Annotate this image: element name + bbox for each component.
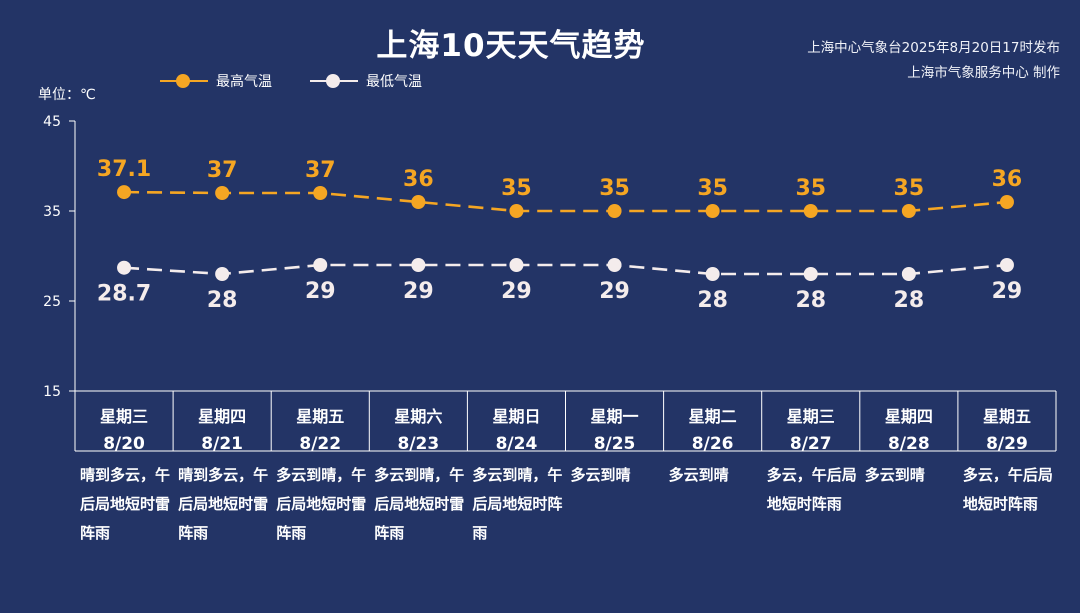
low-temperature-label: 28 <box>697 288 728 313</box>
low-temperature-label: 29 <box>403 279 434 304</box>
low-temperature-label: 29 <box>992 279 1023 304</box>
weekday-label: 星期三 <box>100 407 148 426</box>
high-temperature-point <box>803 204 818 218</box>
low-temperature-point <box>607 258 622 272</box>
high-temperature-point <box>313 186 328 200</box>
legend-item-high: 最高气温 <box>160 71 272 91</box>
low-temperature-point <box>509 258 524 272</box>
high-temperature-label: 35 <box>501 176 532 201</box>
high-temperature-point <box>411 195 426 209</box>
high-temperature-label: 37.1 <box>97 157 151 182</box>
high-temperature-line <box>124 190 1008 213</box>
low-temperature-label: 28.7 <box>97 282 151 307</box>
date-label: 8/26 <box>692 434 734 454</box>
legend-high-label: 最高气温 <box>216 74 272 90</box>
date-label: 8/23 <box>397 434 439 454</box>
high-temperature-label: 35 <box>599 176 630 201</box>
date-label: 8/28 <box>888 434 930 454</box>
date-label: 8/20 <box>103 434 145 454</box>
legend-low-label: 最低气温 <box>366 74 422 90</box>
low-temperature-point <box>313 258 328 272</box>
weather-description: 多云到晴，午后局地短时雷阵雨 <box>276 466 367 542</box>
low-temperature-label: 29 <box>599 279 630 304</box>
low-temperature-label: 29 <box>501 279 532 304</box>
high-temperature-point <box>999 195 1014 209</box>
low-temperature-label: 28 <box>894 288 925 313</box>
low-temperature-label: 29 <box>305 279 336 304</box>
low-temperature-label: 28 <box>207 288 238 313</box>
high-temperature-point <box>901 204 916 218</box>
date-label: 8/22 <box>299 434 341 454</box>
legend-high-marker-icon <box>160 71 208 91</box>
weekday-label: 星期五 <box>983 407 1031 426</box>
weather-description: 晴到多云，午后局地短时雷阵雨 <box>80 466 171 542</box>
y-tick-label: 35 <box>43 204 61 220</box>
legend-item-low: 最低气温 <box>310 71 422 91</box>
unit-label: 单位：℃ <box>38 87 96 103</box>
low-temperature-point <box>705 267 720 281</box>
weekday-label: 星期四 <box>198 407 246 426</box>
low-temperature-point <box>803 267 818 281</box>
low-temperature-point <box>215 267 230 281</box>
weather-description: 晴到多云，午后局地短时雷阵雨 <box>178 466 269 542</box>
page-title: 上海10天天气趋势 <box>376 28 646 64</box>
y-tick-label: 25 <box>43 294 61 310</box>
high-temperature-label: 36 <box>403 167 434 192</box>
date-label: 8/24 <box>496 434 538 454</box>
date-label: 8/27 <box>790 434 832 454</box>
y-tick-label: 45 <box>43 114 61 130</box>
weather-description: 多云，午后局地短时阵雨 <box>766 466 857 513</box>
weekday-label: 星期五 <box>296 407 344 426</box>
high-temperature-label: 35 <box>697 176 728 201</box>
low-temperature-point <box>901 267 916 281</box>
high-temperature-label: 35 <box>894 176 925 201</box>
producer-line: 上海市气象服务中心 制作 <box>907 65 1060 81</box>
low-temperature-label: 28 <box>795 288 826 313</box>
high-temperature-label: 35 <box>795 176 826 201</box>
weekday-label: 星期六 <box>394 407 442 426</box>
high-temperature-point <box>705 204 720 218</box>
weekday-label: 星期日 <box>492 407 540 426</box>
weather-description: 多云到晴，午后局地短时雷阵雨 <box>374 466 465 542</box>
weekday-label: 星期一 <box>591 407 639 426</box>
high-temperature-label: 37 <box>207 158 238 183</box>
weather-description: 多云到晴 <box>864 466 925 484</box>
high-temperature-label: 37 <box>305 158 336 183</box>
weekday-label: 星期三 <box>787 407 835 426</box>
low-temperature-point <box>411 258 426 272</box>
high-temperature-point <box>215 186 230 200</box>
date-label: 8/21 <box>201 434 243 454</box>
legend-low-marker-icon <box>310 71 358 91</box>
low-temperature-line <box>123 263 1008 276</box>
weekday-label: 星期四 <box>885 407 933 426</box>
weather-description: 多云，午后局地短时阵雨 <box>962 466 1053 513</box>
high-temperature-point <box>117 185 132 200</box>
weather-description: 多云到晴 <box>570 466 631 484</box>
high-temperature-point <box>509 204 524 218</box>
high-temperature-point <box>607 204 622 218</box>
high-temperature-label: 36 <box>992 167 1023 192</box>
low-temperature-point <box>117 260 132 275</box>
weekday-label: 星期二 <box>689 407 737 426</box>
publisher-line: 上海中心气象台2025年8月20日17时发布 <box>807 40 1060 56</box>
low-temperature-point <box>999 258 1014 272</box>
date-label: 8/25 <box>594 434 636 454</box>
y-tick-label: 15 <box>43 384 61 400</box>
weather-description: 多云到晴 <box>668 466 729 484</box>
date-label: 8/29 <box>986 434 1028 454</box>
weather-description: 多云到晴，午后局地短时阵雨 <box>472 466 563 542</box>
